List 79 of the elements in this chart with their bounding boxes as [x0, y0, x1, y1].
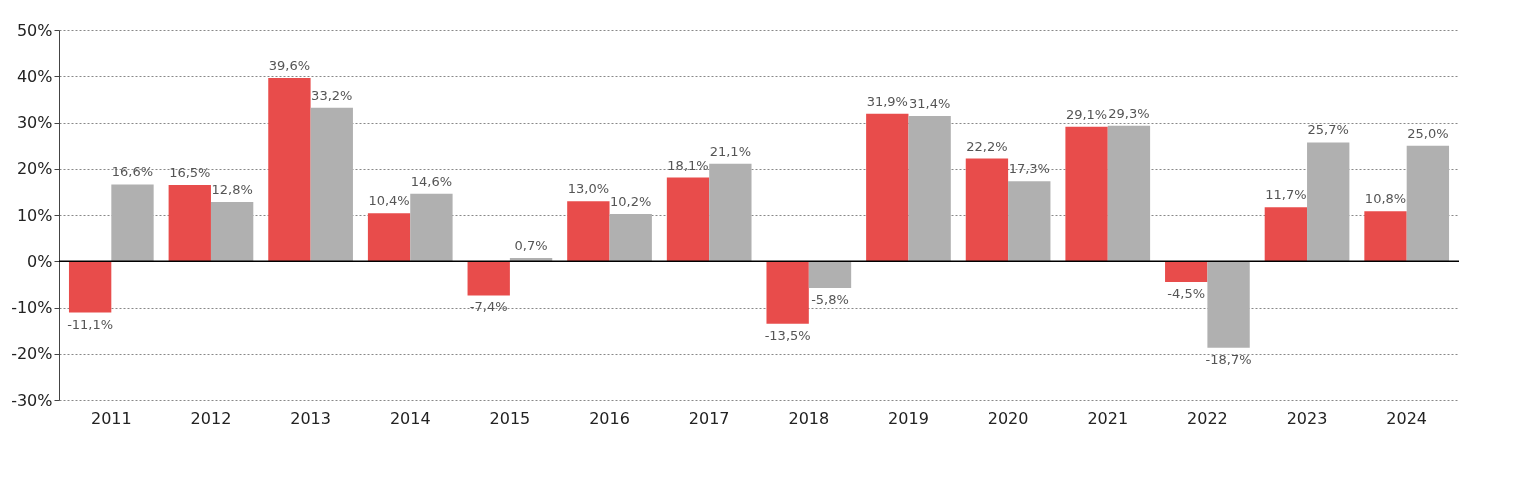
bar [509, 258, 553, 262]
data-label: 17,3% [1008, 161, 1050, 177]
data-label: 10,4% [368, 193, 410, 209]
bar [709, 163, 752, 262]
data-label: 29,3% [1108, 105, 1150, 121]
bar [310, 107, 353, 262]
bar [965, 158, 1009, 262]
bar [210, 202, 254, 262]
bar [609, 214, 652, 262]
data-label: 25,7% [1307, 122, 1349, 138]
y-tick-label: 0% [27, 251, 53, 271]
bar [908, 116, 951, 262]
bar [1264, 207, 1308, 262]
data-label: 16,6% [111, 164, 154, 180]
data-label: 0,7% [514, 238, 548, 254]
x-tick-label: 2016 [589, 408, 630, 428]
bar [467, 261, 510, 296]
bar [1065, 126, 1108, 262]
bar [1165, 261, 1208, 283]
bar [111, 184, 154, 262]
bar [1008, 181, 1051, 262]
data-label: 29,1% [1065, 106, 1108, 122]
bar [367, 213, 411, 262]
data-label: 13,0% [567, 181, 610, 197]
x-tick-label: 2019 [888, 408, 929, 428]
x-tick-label: 2011 [90, 408, 132, 428]
y-tick-label: -10% [11, 298, 53, 317]
bar [410, 193, 453, 262]
data-label: -5,8% [811, 292, 849, 308]
data-label: 25,0% [1407, 125, 1449, 141]
data-label: -4,5% [1167, 286, 1206, 302]
x-tick-label: 2012 [190, 408, 232, 428]
data-label: 33,2% [311, 87, 353, 103]
data-label: 39,6% [268, 58, 311, 74]
data-label: 31,4% [908, 96, 951, 112]
x-tick-label: 2015 [489, 408, 531, 428]
bar [68, 261, 112, 313]
bar [1207, 261, 1250, 348]
x-tick-label: 2020 [987, 408, 1029, 428]
bar [866, 113, 909, 262]
data-label: 14,6% [410, 173, 453, 189]
data-label: 10,2% [610, 194, 652, 210]
bar [1406, 145, 1450, 262]
bar [1107, 125, 1151, 262]
x-tick-label: 2023 [1286, 408, 1328, 428]
x-tick-label: 2013 [290, 408, 331, 428]
y-tick-label: 30% [16, 113, 53, 132]
data-label: -13,5% [764, 327, 811, 343]
data-label: -11,1% [67, 316, 114, 332]
y-tick-label: 10% [16, 205, 53, 225]
data-label: -18,7% [1205, 351, 1252, 367]
data-label: 22,2% [966, 138, 1008, 154]
x-tick-label: 2024 [1386, 408, 1428, 428]
data-label: 21,1% [709, 143, 752, 159]
data-label: 31,9% [866, 93, 908, 109]
bar [766, 261, 809, 324]
x-tick-label: 2017 [688, 408, 730, 428]
y-tick-label: -30% [11, 390, 53, 410]
y-tick-label: -20% [11, 344, 53, 364]
x-tick-label: 2022 [1187, 408, 1228, 428]
bar [1307, 142, 1350, 262]
bar [666, 177, 710, 262]
data-label: 16,5% [169, 164, 211, 180]
x-tick-label: 2018 [788, 408, 830, 428]
x-tick-label: 2021 [1087, 408, 1129, 428]
bar [168, 184, 211, 262]
data-label: 12,8% [211, 182, 253, 198]
y-tick-label: 50% [16, 20, 53, 40]
data-label: -7,4% [469, 299, 508, 315]
y-tick-label: 20% [16, 159, 53, 179]
data-label: 11,7% [1265, 187, 1307, 203]
bar [268, 78, 311, 262]
bar [567, 201, 610, 262]
data-label: 10,8% [1364, 191, 1407, 207]
data-label: 18,1% [667, 157, 709, 173]
x-tick-label: 2014 [389, 408, 431, 428]
bar [808, 261, 852, 289]
y-tick-label: 40% [16, 66, 53, 86]
bar [1364, 211, 1407, 262]
